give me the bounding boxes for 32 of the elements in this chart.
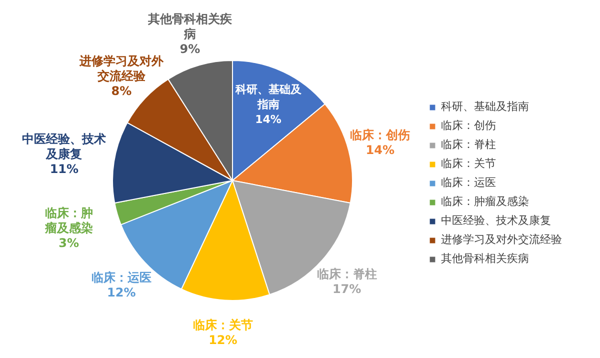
text: 临床：创伤 bbox=[350, 128, 410, 142]
legend-label: 临床：肿瘤及感染 bbox=[441, 194, 529, 209]
text: 8% bbox=[111, 84, 132, 98]
legend-label: 科研、基础及指南 bbox=[441, 99, 529, 114]
legend-label: 进修学习及对外交流经验 bbox=[441, 232, 562, 247]
text: 14% bbox=[366, 143, 394, 158]
text: 交流经验 bbox=[97, 69, 146, 84]
text: 17% bbox=[332, 282, 362, 296]
legend-label: 临床：关节 bbox=[441, 156, 496, 171]
legend-label: 其他骨科相关疾病 bbox=[441, 251, 529, 266]
legend-label: 临床：运医 bbox=[441, 175, 496, 190]
legend-label: 中医经验、技术及康复 bbox=[441, 213, 551, 228]
text: 12% bbox=[208, 333, 238, 348]
text: 9% bbox=[180, 42, 200, 56]
text: 指南 bbox=[257, 98, 280, 111]
text: 临床：关节 bbox=[192, 318, 253, 332]
legend-label: 临床：脊柱 bbox=[441, 137, 496, 152]
text: 进修学习及对外 bbox=[79, 54, 164, 68]
text: 11% bbox=[50, 162, 79, 176]
text: 临床：运医 bbox=[91, 270, 152, 284]
text: 瘤及感染 bbox=[44, 221, 93, 236]
text: 3% bbox=[58, 236, 80, 250]
text: 12% bbox=[107, 285, 136, 300]
text: 临床：肿 bbox=[44, 206, 93, 220]
text: 病 bbox=[184, 27, 196, 42]
text: 及康复 bbox=[46, 146, 82, 161]
text: 中医经验、技术 bbox=[22, 132, 106, 146]
legend-label: 临床：创伤 bbox=[441, 118, 496, 133]
text: 临床：脊柱 bbox=[316, 266, 377, 281]
text: 科研、基础及 bbox=[235, 82, 302, 96]
text: 其他骨科相关疾 bbox=[148, 12, 232, 26]
text: 14% bbox=[255, 112, 282, 126]
